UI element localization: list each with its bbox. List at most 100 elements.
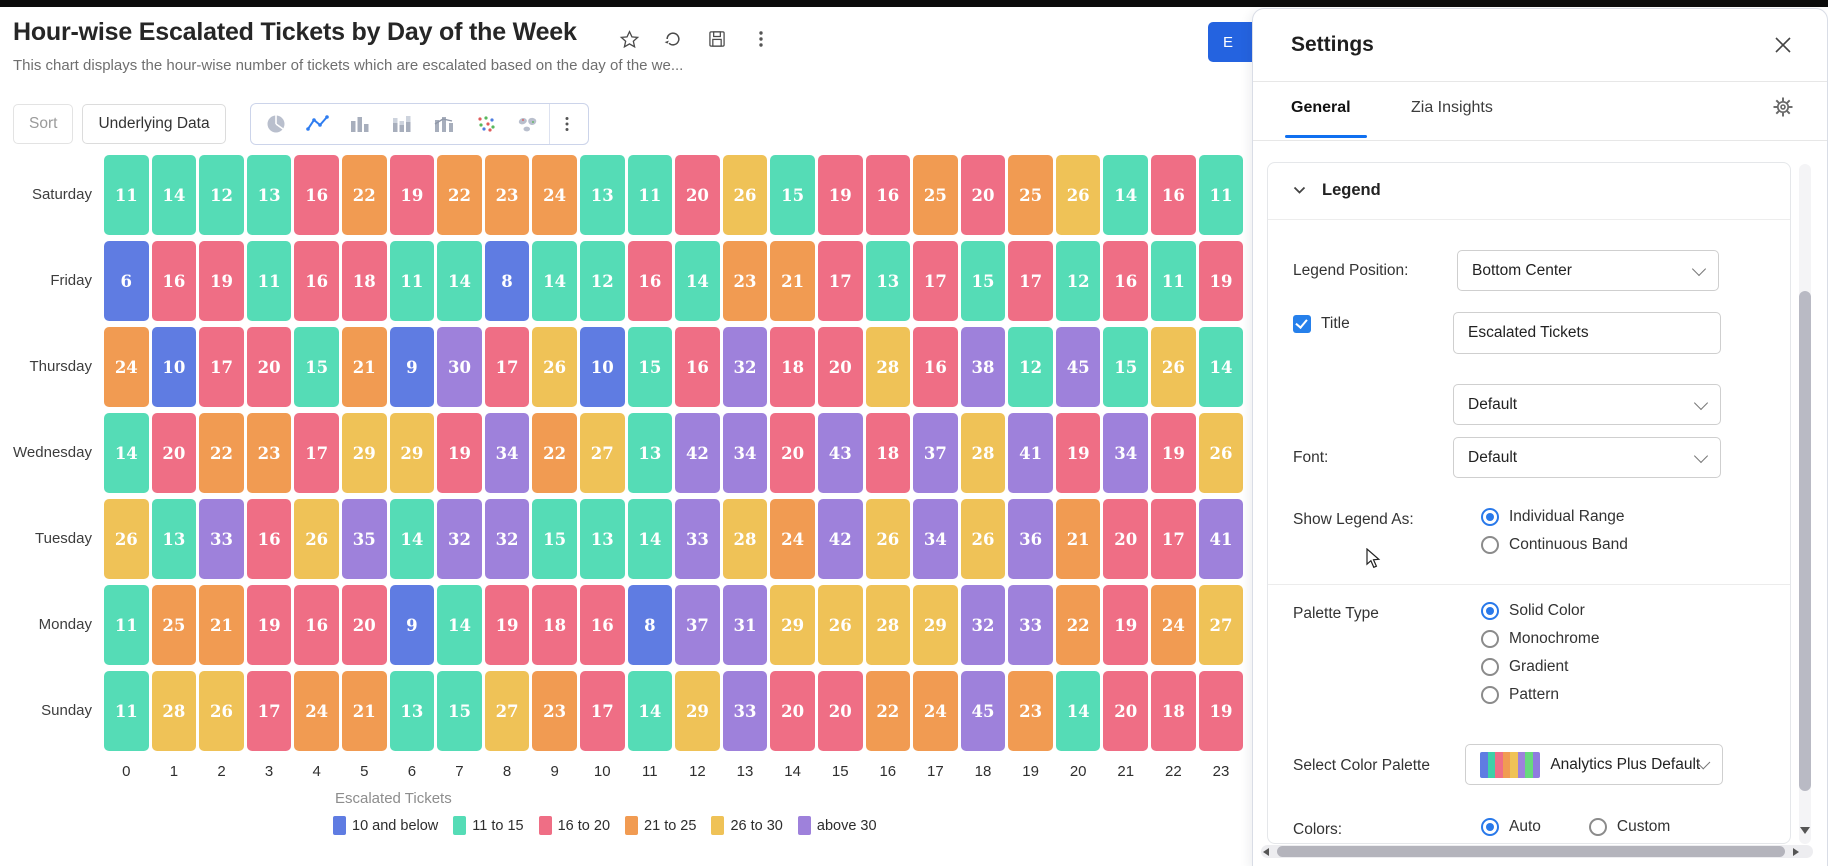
- heatmap-cell[interactable]: 23: [532, 671, 577, 751]
- radio-palette-solid-color[interactable]: Solid Color: [1481, 602, 1599, 620]
- legend-item[interactable]: 16 to 20: [538, 816, 610, 835]
- heatmap-cell[interactable]: 28: [960, 413, 1006, 493]
- heatmap-cell[interactable]: 10: [151, 327, 197, 407]
- heatmap-cell[interactable]: 11: [1151, 241, 1196, 321]
- heatmap-cell[interactable]: 19: [1198, 241, 1244, 321]
- radio-button[interactable]: [1481, 602, 1499, 620]
- heatmap-cell[interactable]: 15: [532, 499, 577, 579]
- heatmap-cell[interactable]: 28: [865, 327, 911, 407]
- legend-item[interactable]: 21 to 25: [625, 816, 696, 835]
- map-chart-icon[interactable]: [507, 104, 549, 144]
- heatmap-cell[interactable]: 17: [913, 241, 958, 321]
- heatmap-cell[interactable]: 10: [579, 327, 625, 407]
- heatmap-cell[interactable]: 26: [865, 499, 911, 579]
- legend-title-input[interactable]: [1453, 312, 1721, 354]
- horizontal-scrollbar-thumb[interactable]: [1277, 846, 1785, 857]
- heatmap-cell[interactable]: 15: [294, 327, 339, 407]
- heatmap-cell[interactable]: 16: [627, 241, 673, 321]
- heatmap-cell[interactable]: 27: [579, 413, 625, 493]
- heatmap-cell[interactable]: 15: [770, 155, 815, 235]
- heatmap-cell[interactable]: 11: [104, 155, 149, 235]
- heatmap-cell[interactable]: 31: [722, 585, 768, 665]
- radio-button[interactable]: [1481, 630, 1499, 648]
- heatmap-cell[interactable]: 18: [865, 413, 911, 493]
- heatmap-cell[interactable]: 14: [1103, 155, 1149, 235]
- heatmap-cell[interactable]: 20: [246, 327, 292, 407]
- heatmap-cell[interactable]: 32: [722, 327, 768, 407]
- heatmap-cell[interactable]: 20: [817, 327, 863, 407]
- heatmap-cell[interactable]: 16: [294, 585, 339, 665]
- heatmap-cell[interactable]: 21: [199, 585, 244, 665]
- heatmap-cell[interactable]: 29: [770, 585, 815, 665]
- heatmap-cell[interactable]: 24: [294, 671, 339, 751]
- heatmap-cell[interactable]: 34: [722, 413, 768, 493]
- heatmap-cell[interactable]: 32: [484, 499, 530, 579]
- heatmap-cell[interactable]: 29: [341, 413, 387, 493]
- heatmap-cell[interactable]: 12: [1055, 241, 1101, 321]
- heatmap-cell[interactable]: 22: [437, 155, 482, 235]
- heatmap-cell[interactable]: 20: [151, 413, 197, 493]
- heatmap-cell[interactable]: 23: [484, 155, 530, 235]
- heatmap-cell[interactable]: 42: [675, 413, 720, 493]
- heatmap-cell[interactable]: 19: [199, 241, 244, 321]
- more-options-kebab-icon[interactable]: [750, 28, 772, 50]
- heatmap-cell[interactable]: 37: [913, 413, 958, 493]
- heatmap-cell[interactable]: 26: [960, 499, 1006, 579]
- heatmap-cell[interactable]: 20: [770, 671, 815, 751]
- heatmap-cell[interactable]: 9: [389, 327, 435, 407]
- heatmap-cell[interactable]: 25: [151, 585, 197, 665]
- legend-item[interactable]: above 30: [797, 816, 877, 835]
- scroll-left-arrow-icon[interactable]: [1263, 848, 1269, 856]
- heatmap-cell[interactable]: 33: [199, 499, 244, 579]
- heatmap-cell[interactable]: 34: [1103, 413, 1149, 493]
- heatmap-cell[interactable]: 30: [437, 327, 482, 407]
- heatmap-cell[interactable]: 11: [627, 155, 673, 235]
- heatmap-cell[interactable]: 22: [1055, 585, 1101, 665]
- heatmap-cell[interactable]: 38: [960, 327, 1006, 407]
- radio-show-legend-continuous-band[interactable]: Continuous Band: [1481, 536, 1628, 554]
- heatmap-cell[interactable]: 17: [246, 671, 292, 751]
- sort-button[interactable]: Sort: [13, 104, 74, 144]
- heatmap-cell[interactable]: 24: [532, 155, 577, 235]
- heatmap-cell[interactable]: 19: [817, 155, 863, 235]
- heatmap-cell[interactable]: 26: [1151, 327, 1196, 407]
- heatmap-cell[interactable]: 21: [770, 241, 815, 321]
- heatmap-cell[interactable]: 16: [1151, 155, 1196, 235]
- heatmap-cell[interactable]: 15: [1103, 327, 1149, 407]
- heatmap-cell[interactable]: 22: [199, 413, 244, 493]
- heatmap-cell[interactable]: 14: [437, 241, 482, 321]
- heatmap-cell[interactable]: 19: [389, 155, 435, 235]
- heatmap-cell[interactable]: 17: [1151, 499, 1196, 579]
- radio-palette-pattern[interactable]: Pattern: [1481, 686, 1599, 704]
- scroll-down-arrow-icon[interactable]: [1800, 827, 1810, 834]
- heatmap-cell[interactable]: 20: [817, 671, 863, 751]
- heatmap-cell[interactable]: 19: [1103, 585, 1149, 665]
- heatmap-cell[interactable]: 26: [1198, 413, 1244, 493]
- heatmap-cell[interactable]: 17: [199, 327, 244, 407]
- heatmap-cell[interactable]: 26: [817, 585, 863, 665]
- heatmap-cell[interactable]: 19: [437, 413, 482, 493]
- heatmap-cell[interactable]: 11: [104, 671, 149, 751]
- heatmap-cell[interactable]: 16: [246, 499, 292, 579]
- heatmap-cell[interactable]: 12: [1008, 327, 1053, 407]
- legend-item[interactable]: 26 to 30: [711, 816, 783, 835]
- heatmap-cell[interactable]: 22: [532, 413, 577, 493]
- legend-item[interactable]: 11 to 15: [453, 816, 524, 835]
- heatmap-cell[interactable]: 41: [1008, 413, 1053, 493]
- heatmap-cell[interactable]: 34: [913, 499, 958, 579]
- more-chart-types-kebab-icon[interactable]: [548, 104, 584, 144]
- heatmap-cell[interactable]: 43: [817, 413, 863, 493]
- pie-chart-icon[interactable]: [255, 104, 297, 144]
- heatmap-cell[interactable]: 11: [104, 585, 149, 665]
- heatmap-cell[interactable]: 20: [960, 155, 1006, 235]
- heatmap-cell[interactable]: 26: [294, 499, 339, 579]
- heatmap-cell[interactable]: 20: [1103, 671, 1149, 751]
- heatmap-cell[interactable]: 16: [579, 585, 625, 665]
- heatmap-cell[interactable]: 19: [1151, 413, 1196, 493]
- heatmap-cell[interactable]: 21: [341, 671, 387, 751]
- heatmap-cell[interactable]: 13: [246, 155, 292, 235]
- radio-button[interactable]: [1481, 658, 1499, 676]
- heatmap-cell[interactable]: 34: [484, 413, 530, 493]
- heatmap-cell[interactable]: 23: [1008, 671, 1053, 751]
- heatmap-cell[interactable]: 29: [675, 671, 720, 751]
